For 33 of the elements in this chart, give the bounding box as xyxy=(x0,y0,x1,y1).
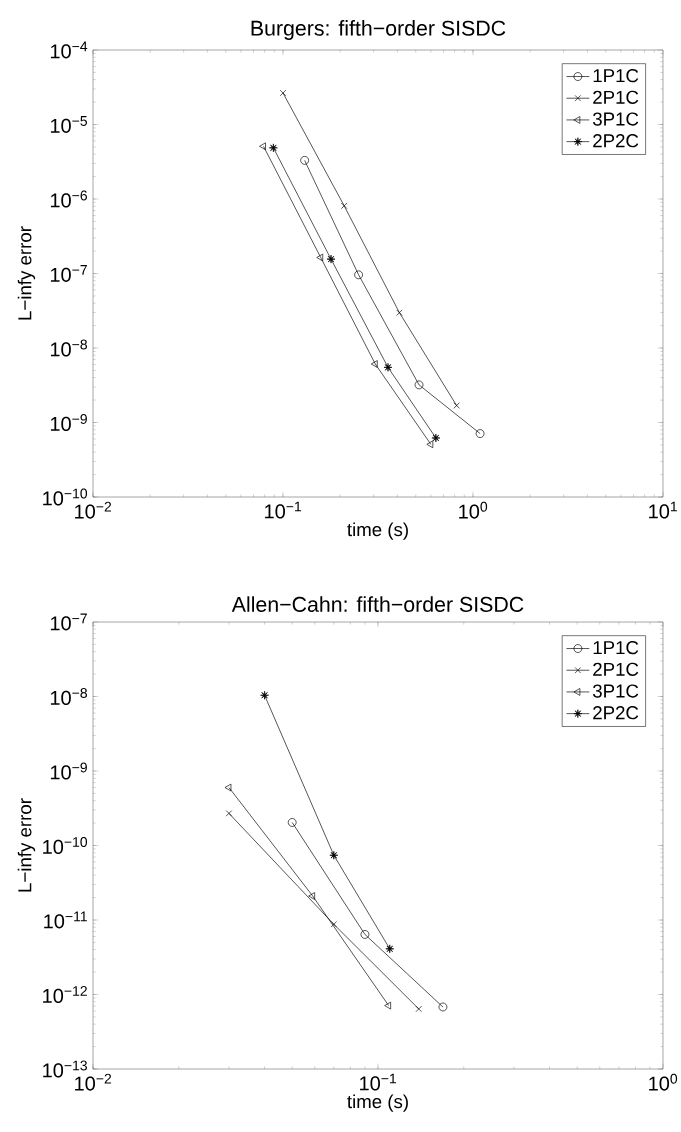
legend-label: 3P1C xyxy=(592,684,639,698)
y-tick-label: 10$^{−9}$ xyxy=(50,414,87,431)
x-axis-title: time (s) xyxy=(347,1094,408,1112)
x-tick-label: 10$^{−2}$ xyxy=(75,501,112,519)
x-tick-label: 10$^{1}$ xyxy=(649,501,677,519)
y-axis-title: L−infy error xyxy=(17,798,36,892)
x-axis-title: time (s) xyxy=(347,522,408,540)
legend-label: 2P1C xyxy=(593,662,639,676)
y-tick-label: 10$^{−8}$ xyxy=(50,339,87,357)
y-tick-label: 10$^{−4}$ xyxy=(50,41,88,59)
x-tick-label: 10$^{0}$ xyxy=(649,1073,678,1091)
legend-label: 2P2C xyxy=(593,706,639,720)
x-tick-label: 10$^{−2}$ xyxy=(75,1073,112,1091)
legend-label: 2P2C xyxy=(593,134,639,148)
x-tick-label: 10$^{0}$ xyxy=(459,501,488,519)
y-tick-label: 10$^{−10}$ xyxy=(43,837,88,854)
y-tick-label: 10$^{−7}$ xyxy=(50,613,87,631)
y-tick-label: 10$^{−5}$ xyxy=(50,116,88,133)
y-tick-label: 10$^{−7}$ xyxy=(50,265,87,282)
legend-label: 1P1C xyxy=(593,69,639,83)
legend-label: 2P1C xyxy=(593,90,639,104)
legend-label: 1P1C xyxy=(593,641,639,655)
y-tick-label: 10$^{−12}$ xyxy=(43,986,87,1003)
x-tick-label: 10$^{−1}$ xyxy=(265,501,302,519)
x-tick-label: 10$^{−1}$ xyxy=(360,1073,397,1091)
legend-label: 3P1C xyxy=(592,112,639,126)
chart-title: Allen−Cahn: fifth−order SISDC xyxy=(231,596,524,612)
y-tick-label: 10$^{−8}$ xyxy=(50,688,87,705)
y-tick-label: 10$^{−9}$ xyxy=(50,762,87,780)
chart-title: Burgers: fifth−order SISDC xyxy=(251,20,506,40)
y-tick-label: 10$^{−11}$ xyxy=(44,911,87,929)
y-tick-label: 10$^{−6}$ xyxy=(50,190,87,208)
y-axis-title: L−infy error xyxy=(17,226,36,320)
